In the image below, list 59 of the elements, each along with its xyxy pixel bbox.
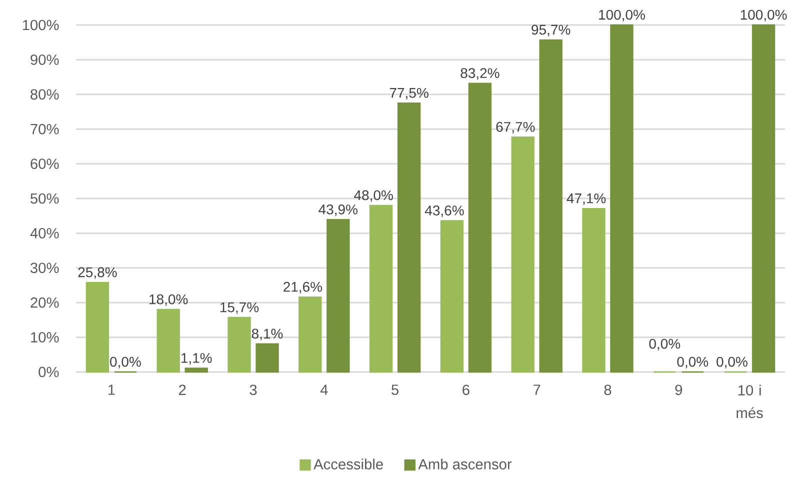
bar xyxy=(86,282,110,373)
bar xyxy=(610,24,634,373)
bar xyxy=(298,296,322,373)
data-label: 1,1% xyxy=(181,353,212,365)
bar xyxy=(369,204,393,373)
x-tick-label: 1 xyxy=(108,384,115,395)
data-label: 48,0% xyxy=(354,190,393,202)
data-label: 43,9% xyxy=(318,204,358,216)
y-tick-label: 80% xyxy=(30,89,59,100)
x-tick-label: 4 xyxy=(320,384,328,395)
data-label: 25,8% xyxy=(78,267,117,279)
y-tick-label: 40% xyxy=(30,228,59,238)
bar xyxy=(752,24,776,373)
bar xyxy=(582,208,606,373)
data-label: 83,2% xyxy=(460,68,500,80)
data-label: 67,7% xyxy=(496,122,535,134)
bar xyxy=(539,39,562,373)
x-tick-label: 9 xyxy=(675,384,682,396)
data-label: 21,6% xyxy=(284,282,322,294)
bar xyxy=(468,82,492,373)
legend-label: Accessible xyxy=(314,458,383,470)
data-label: 100,0% xyxy=(740,10,787,22)
data-label: 100,0% xyxy=(599,10,645,22)
data-label: 77,5% xyxy=(390,88,428,100)
data-label: 0,0% xyxy=(649,338,680,350)
bar xyxy=(184,368,208,373)
y-tick-label: 10% xyxy=(31,332,59,342)
y-tick-label: 50% xyxy=(30,193,59,204)
data-label: 18,0% xyxy=(150,294,188,306)
bar xyxy=(228,316,251,373)
data-label: 95,7% xyxy=(532,24,570,36)
data-label: 0,0% xyxy=(110,356,141,368)
y-tick-label: 30% xyxy=(30,262,59,274)
x-tick-label: 10 i més xyxy=(736,384,763,418)
data-label: 47,1% xyxy=(566,193,606,205)
y-tick-label: 70% xyxy=(30,124,59,134)
legend-label: Amb ascensor xyxy=(418,458,512,470)
data-label: 43,6% xyxy=(424,206,464,218)
bar xyxy=(511,136,534,373)
x-tick-label: 3 xyxy=(250,384,257,396)
y-tick-label: 100% xyxy=(22,20,59,30)
x-tick-label: 7 xyxy=(534,384,540,395)
bar xyxy=(326,219,350,373)
x-tick-label: 6 xyxy=(462,384,470,396)
bar xyxy=(440,220,464,373)
bar xyxy=(397,102,421,373)
bar xyxy=(256,343,279,373)
y-tick-label: 20% xyxy=(30,297,59,308)
data-label: 0,0% xyxy=(716,356,748,368)
y-tick-label: 0% xyxy=(38,366,59,378)
x-tick-label: 2 xyxy=(179,384,186,395)
data-label: 15,7% xyxy=(220,302,259,314)
y-tick-label: 90% xyxy=(30,54,59,65)
x-tick-label: 8 xyxy=(604,384,612,396)
bar xyxy=(156,308,180,373)
data-label: 0,0% xyxy=(677,356,708,368)
data-label: 8,1% xyxy=(252,328,283,340)
x-tick-label: 5 xyxy=(392,384,399,395)
y-tick-label: 60% xyxy=(30,158,59,169)
